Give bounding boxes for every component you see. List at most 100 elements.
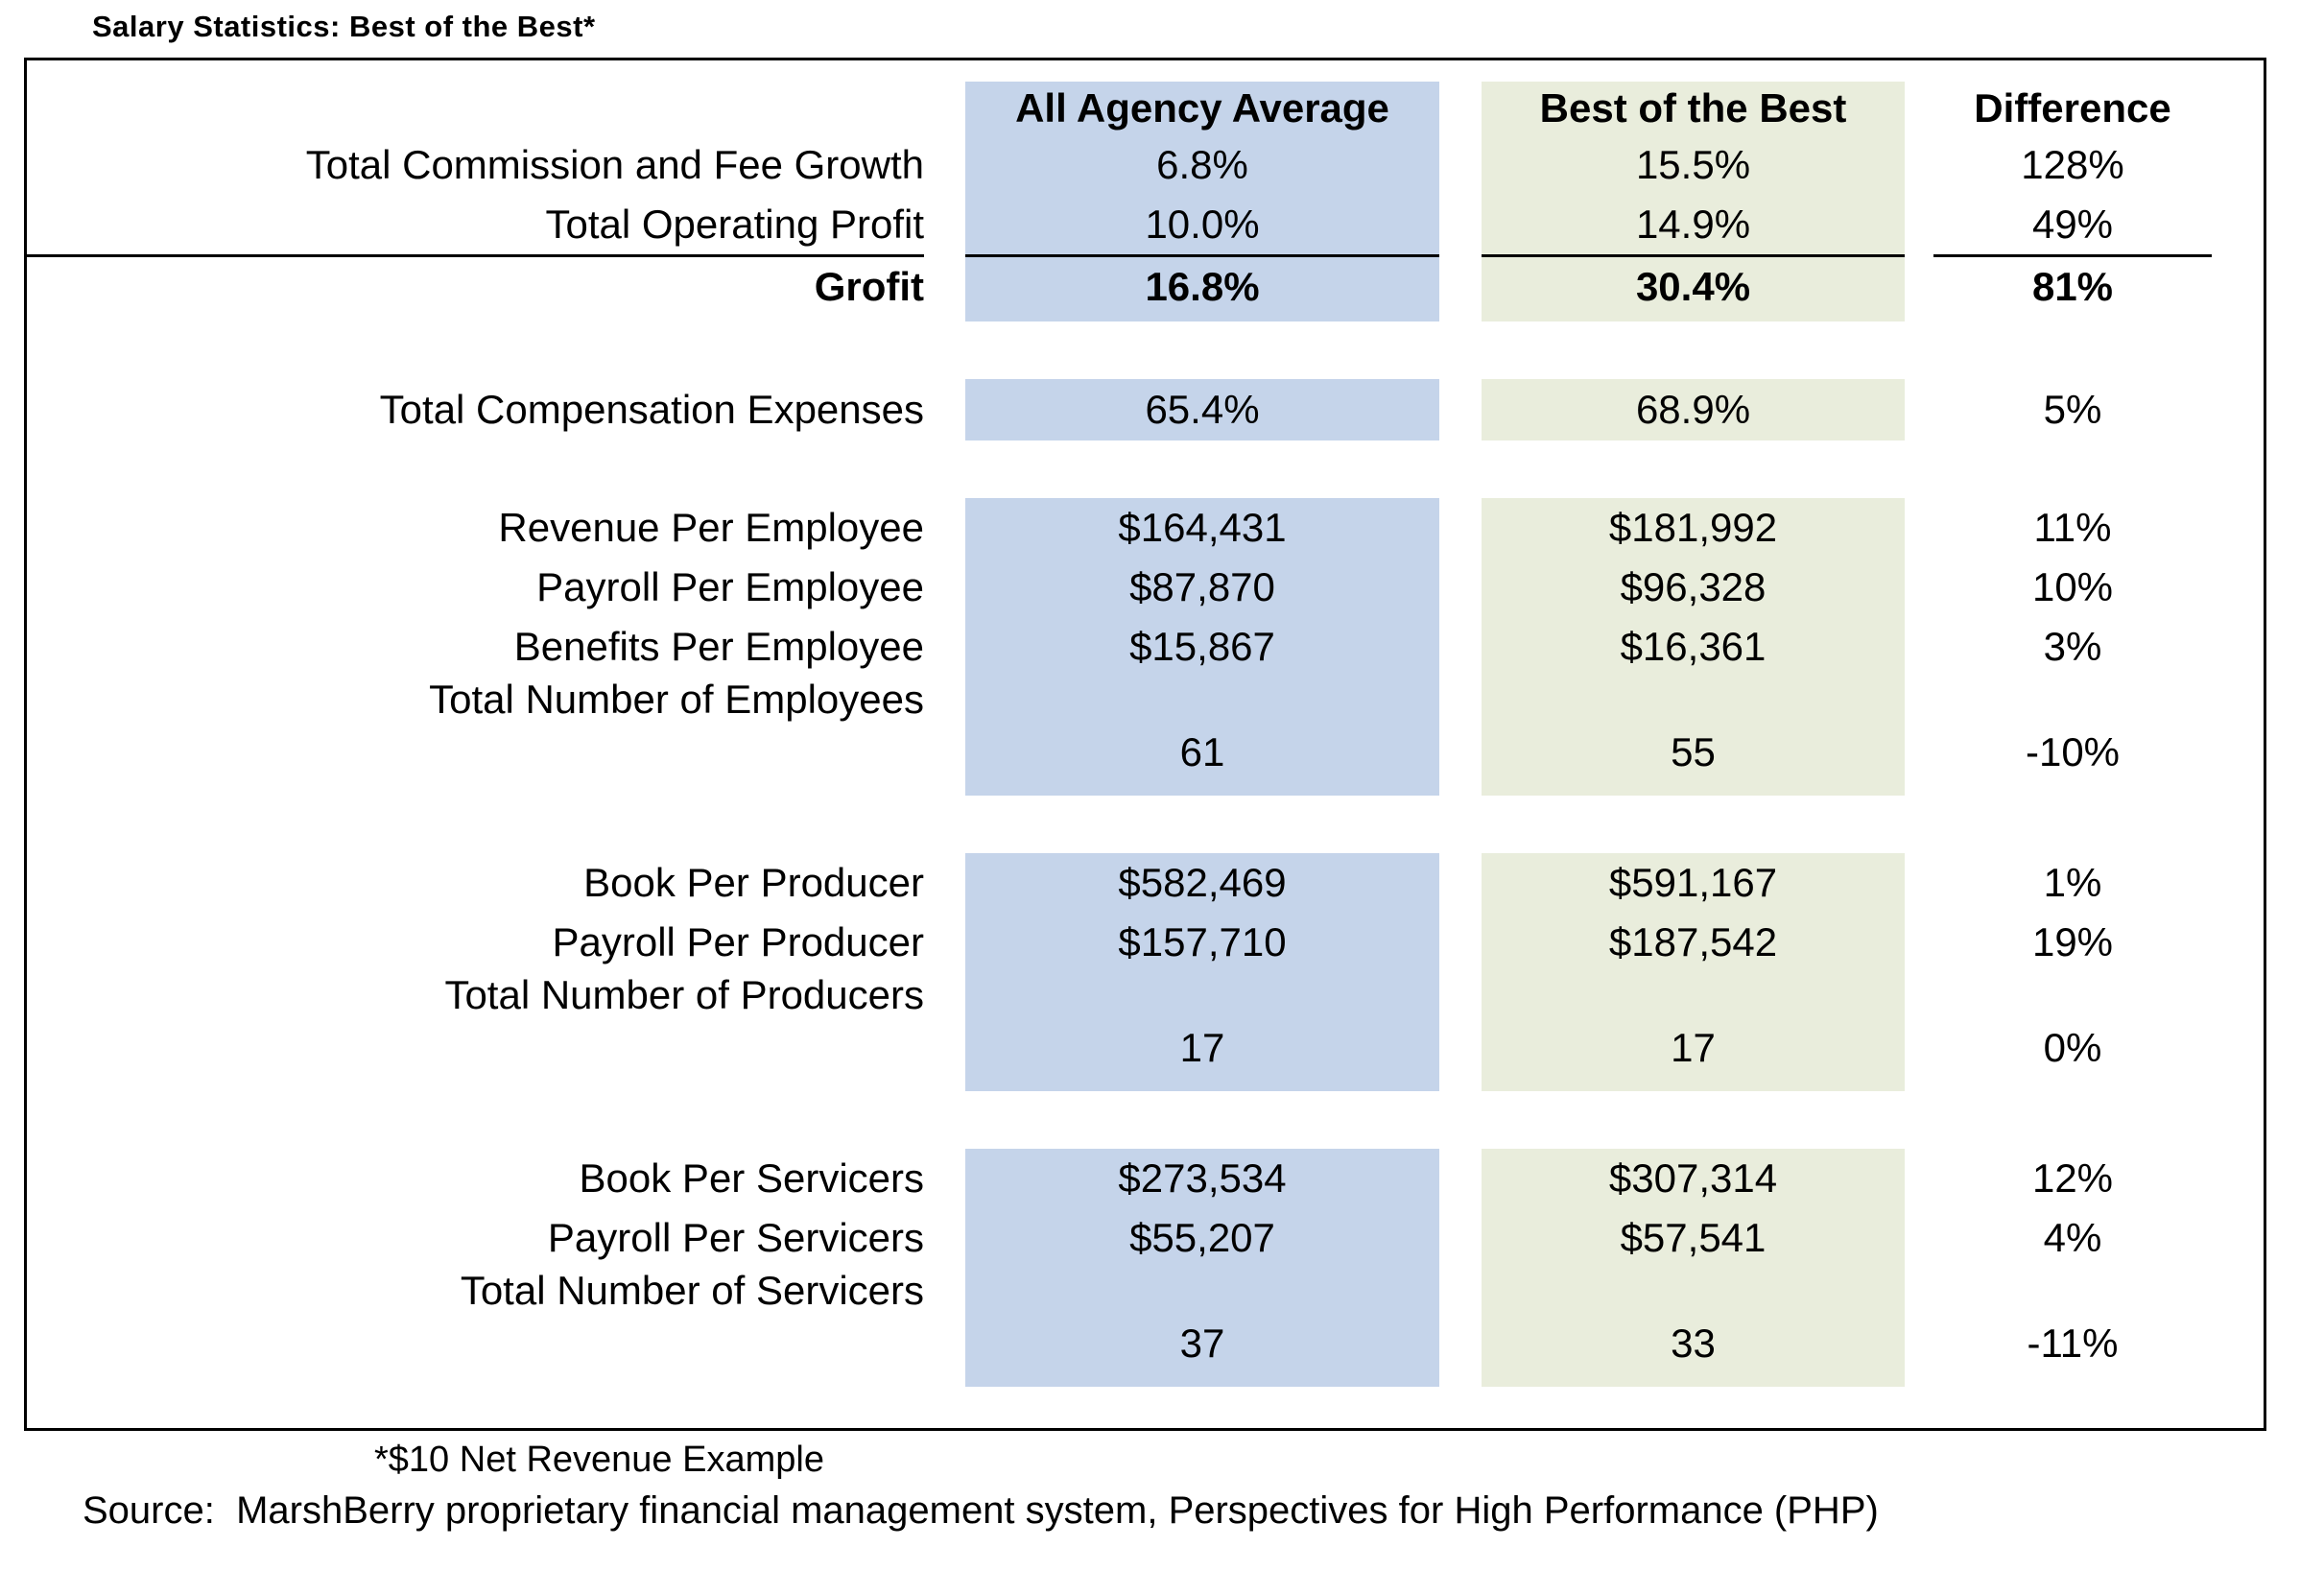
cell-all-agency (965, 1078, 1439, 1091)
cell-difference: 49% (2031, 202, 2114, 247)
source-note: Source: MarshBerry proprietary financial… (83, 1489, 1879, 1532)
table-row-book-per-producer: Book Per Producer $582,469 $591,167 1% (27, 853, 2264, 913)
table-row-revenue-per-employee: Revenue Per Employee $164,431 $181,992 1… (27, 498, 2264, 558)
row-label: Payroll Per Servicers (547, 1215, 924, 1260)
table-row-grofit-total: Grofit 16.8% 30.4% 81% (27, 254, 2264, 321)
cell-difference (1933, 972, 2212, 1018)
row-label (27, 1078, 924, 1091)
cell-all-agency: $157,710 (965, 913, 1439, 972)
row-label: Revenue Per Employee (498, 505, 924, 550)
table-row-payroll-per-servicers: Payroll Per Servicers $55,207 $57,541 4% (27, 1208, 2264, 1268)
row-label: Book Per Producer (583, 860, 924, 905)
spacer-row (27, 60, 2264, 82)
row-label: Total Number of Producers (444, 972, 924, 1017)
row-label: Payroll Per Producer (552, 919, 925, 964)
cell-best (1482, 1078, 1905, 1091)
table-row-employee-count-label: Total Number of Employees (27, 677, 2264, 723)
column-header-row: All Agency Average Best of the Best Diff… (27, 82, 2264, 135)
cell-all-agency: 17 (965, 1018, 1439, 1078)
salary-table: All Agency Average Best of the Best Diff… (24, 58, 2266, 1431)
cell-best (1482, 1373, 1905, 1387)
cell-difference: 81% (1933, 254, 2212, 321)
column-header-best: Best of the Best (1482, 82, 1905, 135)
cell-best (1482, 782, 1905, 796)
cell-all-agency (965, 677, 1439, 723)
cell-all-agency: $164,431 (965, 498, 1439, 558)
cell-difference: 128% (2021, 142, 2124, 187)
cell-difference: 11% (2033, 505, 2112, 550)
page-title: Salary Statistics: Best of the Best* (92, 10, 596, 43)
cell-all-agency: $55,207 (965, 1208, 1439, 1268)
cell-difference: 3% (2043, 624, 2102, 669)
cell-all-agency: $15,867 (965, 617, 1439, 677)
cell-best: 17 (1482, 1018, 1905, 1078)
cell-all-agency: 16.8% (965, 254, 1439, 321)
cell-best: 30.4% (1482, 254, 1905, 321)
spacer-row (27, 1078, 2264, 1091)
cell-all-agency: $582,469 (965, 853, 1439, 913)
table-row-employee-count-values: 61 55 -10% (27, 723, 2264, 782)
cell-all-agency: $87,870 (965, 558, 1439, 617)
cell-difference: 1% (2043, 860, 2102, 905)
cell-difference (1933, 1078, 2212, 1091)
cell-difference: 12% (2031, 1155, 2114, 1201)
table-row-payroll-per-producer: Payroll Per Producer $157,710 $187,542 1… (27, 913, 2264, 972)
row-label: Grofit (27, 254, 924, 321)
cell-all-agency (965, 782, 1439, 796)
cell-all-agency: 65.4% (965, 379, 1439, 440)
cell-all-agency: 61 (965, 723, 1439, 782)
cell-all-agency (965, 972, 1439, 1018)
footnote: *$10 Net Revenue Example (374, 1440, 824, 1480)
cell-difference (1933, 1373, 2212, 1387)
cell-best: 55 (1482, 723, 1905, 782)
table-row-payroll-per-employee: Payroll Per Employee $87,870 $96,328 10% (27, 558, 2264, 617)
row-label (27, 1018, 924, 1078)
cell-best: 15.5% (1482, 135, 1905, 195)
cell-difference: 0% (2043, 1025, 2102, 1070)
table-row-compensation-expenses: Total Compensation Expenses 65.4% 68.9% … (27, 379, 2264, 440)
cell-best: 33 (1482, 1314, 1905, 1373)
row-label: Total Commission and Fee Growth (305, 142, 924, 187)
cell-best: $591,167 (1482, 853, 1905, 913)
cell-difference: 19% (2031, 919, 2114, 964)
cell-difference (1933, 677, 2212, 723)
table-row-producer-count-values: 17 17 0% (27, 1018, 2264, 1078)
cell-difference: 5% (2043, 387, 2102, 432)
column-header-difference: Difference (1974, 85, 2171, 131)
row-label: Book Per Servicers (579, 1155, 924, 1201)
row-label: Total Operating Profit (545, 202, 924, 247)
header-empty-cell (27, 82, 924, 135)
row-label (27, 782, 924, 796)
table-row-producer-count-label: Total Number of Producers (27, 972, 2264, 1018)
cell-difference: -10% (2025, 729, 2121, 774)
table-row-book-per-servicers: Book Per Servicers $273,534 $307,314 12% (27, 1149, 2264, 1208)
spacer-row (27, 1373, 2264, 1387)
column-header-all-agency: All Agency Average (965, 82, 1439, 135)
cell-all-agency (965, 1373, 1439, 1387)
cell-best: 14.9% (1482, 195, 1905, 254)
cell-best: $181,992 (1482, 498, 1905, 558)
table-row-operating-profit: Total Operating Profit 10.0% 14.9% 49% (27, 195, 2264, 254)
row-label: Payroll Per Employee (536, 564, 924, 609)
row-label: Benefits Per Employee (513, 624, 924, 669)
cell-difference (1933, 1268, 2212, 1314)
row-label (27, 1314, 924, 1373)
cell-best (1482, 972, 1905, 1018)
cell-difference: -11% (2027, 1321, 2119, 1366)
cell-best: $307,314 (1482, 1149, 1905, 1208)
row-label (27, 723, 924, 782)
cell-difference: 4% (2043, 1215, 2102, 1260)
cell-all-agency: 10.0% (965, 195, 1439, 254)
table-row-servicer-count-label: Total Number of Servicers (27, 1268, 2264, 1314)
cell-best: $57,541 (1482, 1208, 1905, 1268)
spacer-row (27, 1091, 2264, 1149)
spacer-row (27, 782, 2264, 796)
cell-best: $16,361 (1482, 617, 1905, 677)
row-label: Total Number of Employees (429, 677, 924, 722)
row-label (27, 1373, 924, 1387)
cell-all-agency (965, 1268, 1439, 1314)
spacer-row (27, 321, 2264, 379)
cell-best: $96,328 (1482, 558, 1905, 617)
spacer-row (27, 796, 2264, 853)
cell-best (1482, 677, 1905, 723)
